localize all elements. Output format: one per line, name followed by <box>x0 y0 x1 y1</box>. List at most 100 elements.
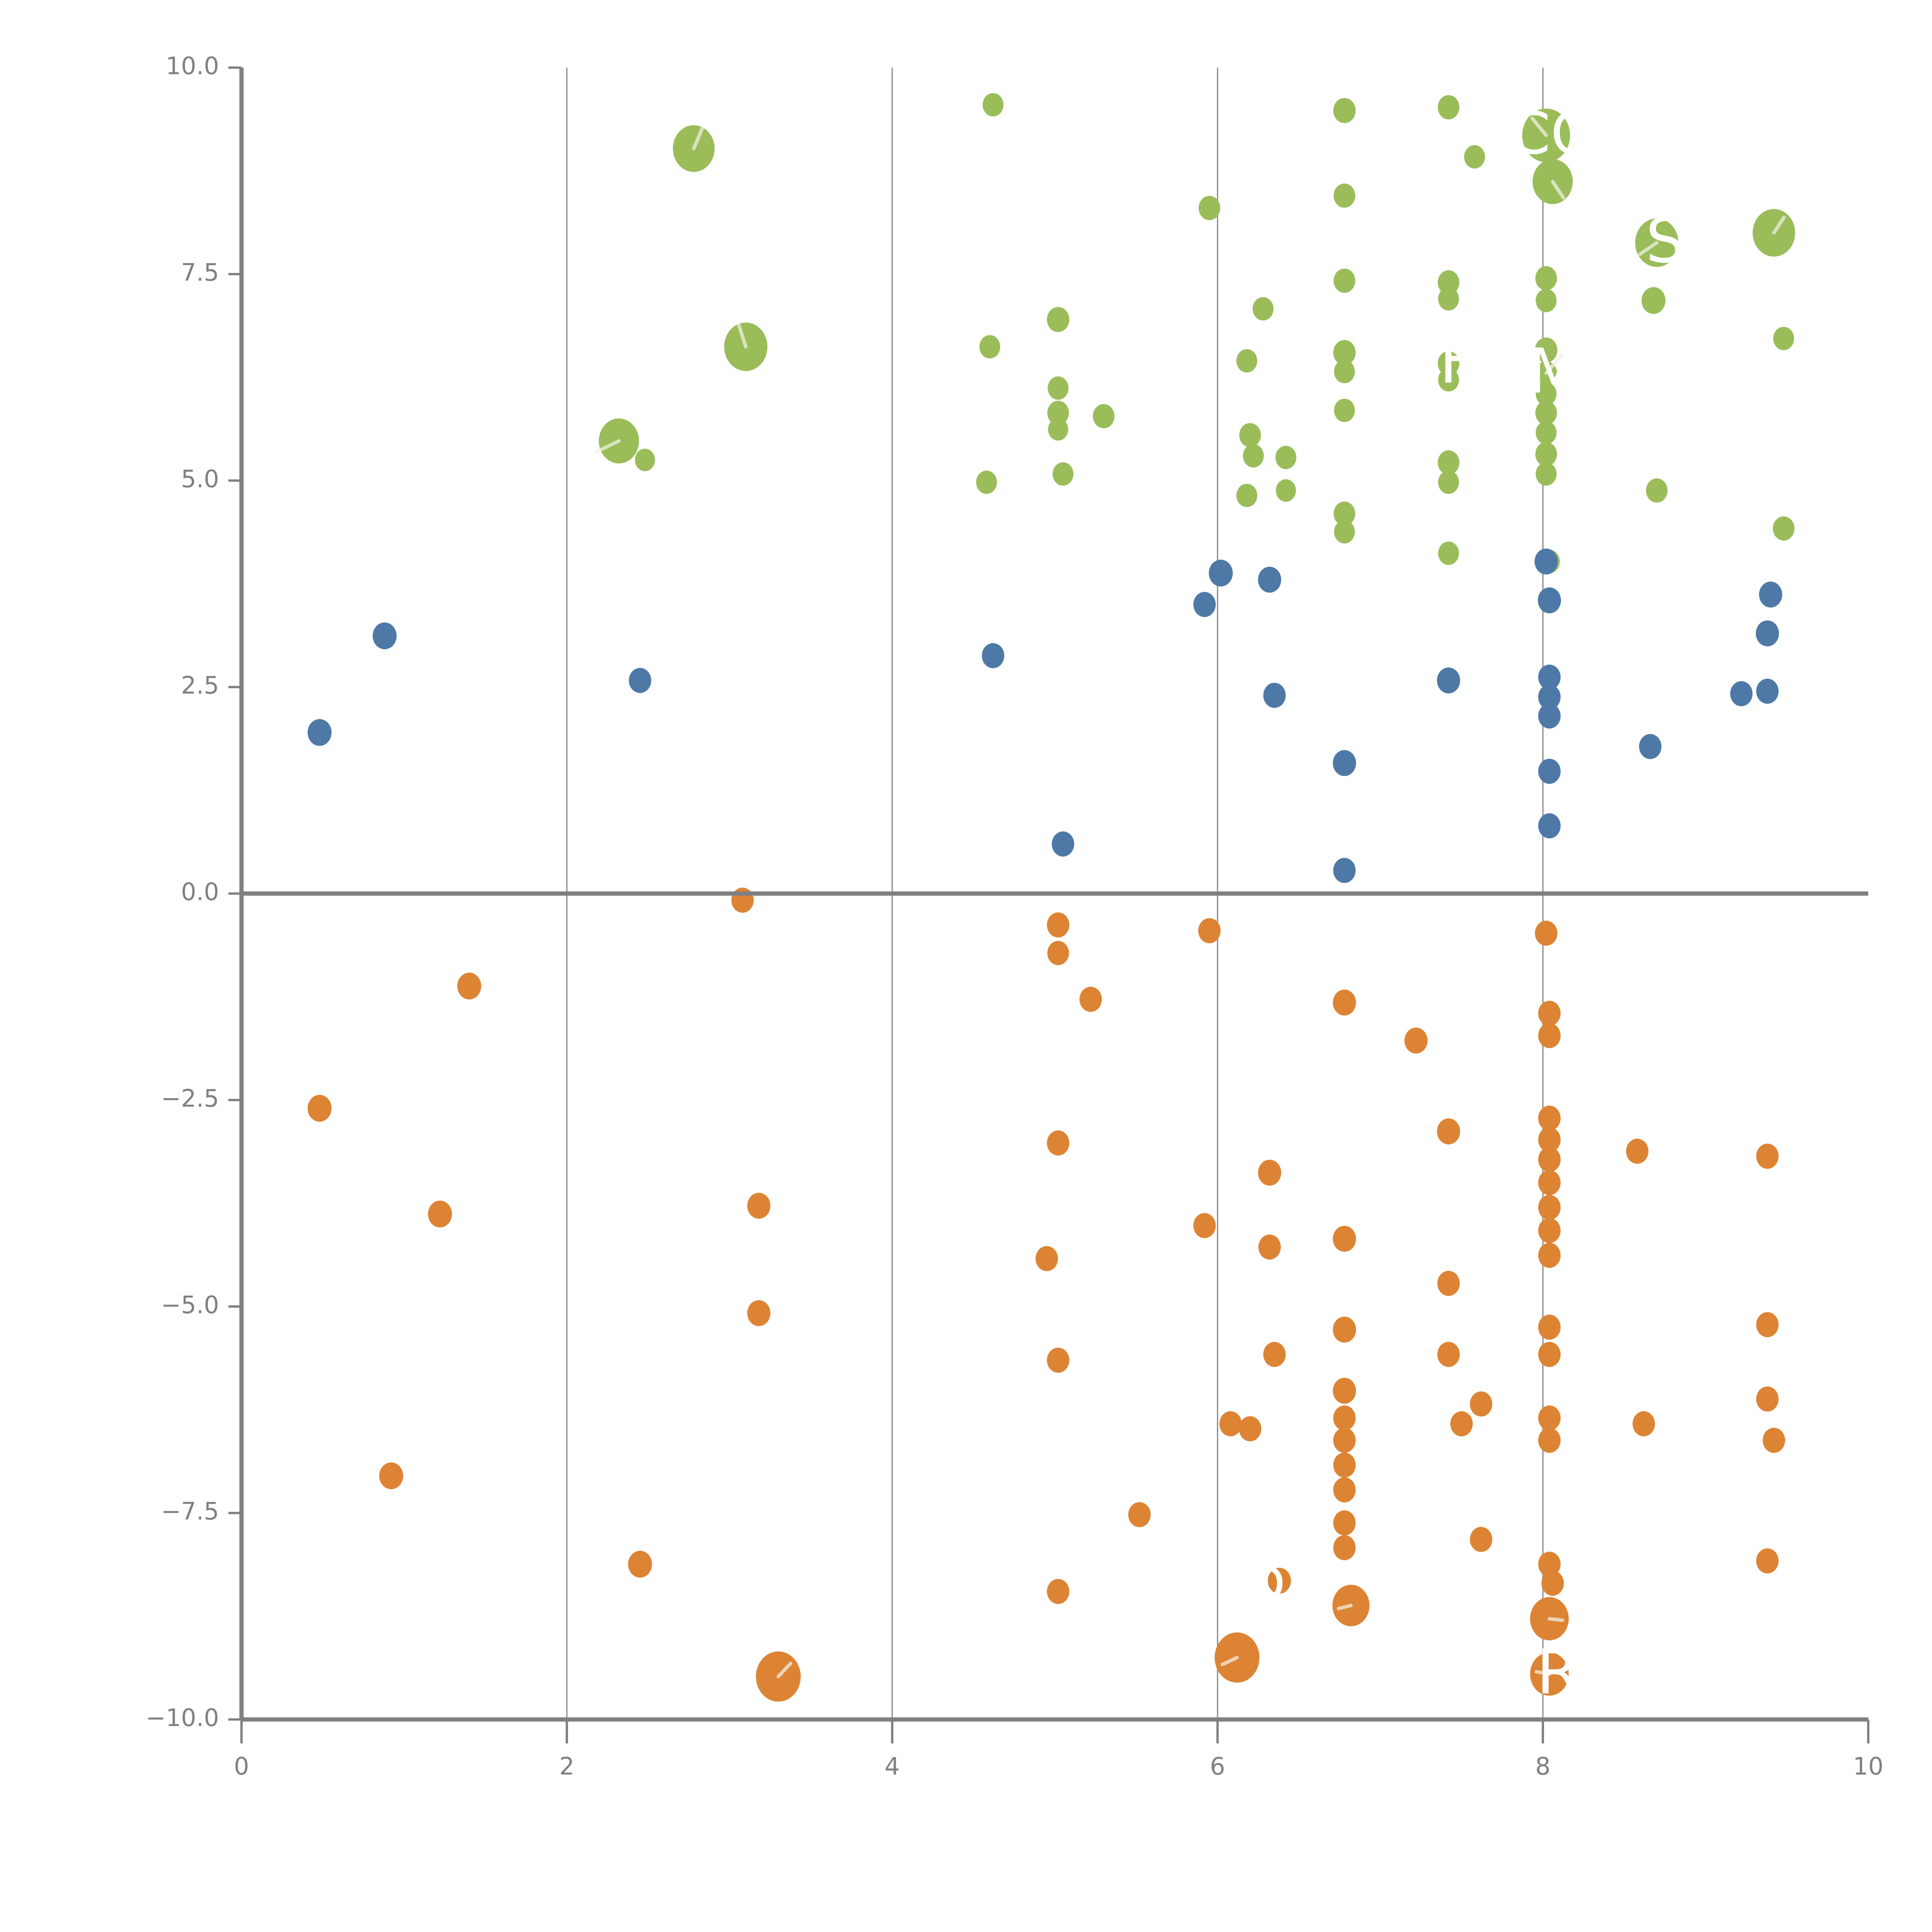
data-point-mid <box>1052 831 1075 857</box>
y-tick-label: 7.5 <box>181 258 219 286</box>
data-point-positive <box>1535 337 1558 363</box>
data-point-positive <box>1334 360 1355 383</box>
data-point-negative <box>731 888 754 913</box>
data-point-negative <box>1047 1579 1070 1604</box>
data-point-negative <box>1333 1452 1356 1478</box>
annotation-leader-line <box>1221 1656 1239 1667</box>
data-point-negative <box>1538 1243 1561 1268</box>
x-tick-label: 0 <box>234 1752 249 1780</box>
data-point-positive <box>1536 462 1557 486</box>
y-tick-label: 10.0 <box>166 52 219 80</box>
data-point-positive <box>1198 196 1220 220</box>
annotation-leader-line <box>1534 1670 1551 1676</box>
data-point-negative <box>1239 1416 1262 1442</box>
data-point-mid <box>1538 664 1561 690</box>
x-tick-label: 6 <box>1210 1752 1225 1780</box>
data-point-negative <box>1333 1405 1356 1431</box>
data-point-negative <box>1193 1213 1216 1238</box>
point-annotation-label: S <box>1646 204 1685 277</box>
data-point-negative <box>1437 1342 1460 1367</box>
data-point-negative <box>428 1201 452 1228</box>
data-point-positive <box>1535 442 1557 466</box>
data-point-mid <box>1730 681 1753 706</box>
data-point-positive <box>1438 368 1459 392</box>
data-point-negative <box>1333 1316 1356 1343</box>
data-point-positive <box>976 470 997 494</box>
data-point-negative <box>1263 1342 1286 1367</box>
data-point-negative <box>1198 918 1221 944</box>
data-point-negative <box>1756 1386 1779 1412</box>
data-point-positive <box>1333 269 1355 293</box>
data-point-negative <box>747 1300 770 1326</box>
data-point-negative <box>1538 1342 1561 1367</box>
data-point-positive <box>1646 478 1668 503</box>
data-point-negative <box>1538 1147 1561 1172</box>
y-tick-label: −5.0 <box>161 1291 219 1319</box>
data-point-positive <box>1334 520 1355 544</box>
data-point-positive <box>1048 418 1068 441</box>
data-point-mid <box>1263 683 1286 708</box>
data-point-mid <box>1538 703 1561 729</box>
data-point-mid <box>629 668 651 693</box>
data-point-negative <box>1538 1405 1561 1431</box>
data-point-negative <box>1079 986 1102 1012</box>
data-point-mid <box>1537 587 1561 614</box>
data-point-positive <box>979 335 1000 359</box>
data-point-negative <box>1535 920 1558 946</box>
point-annotation-label: M <box>1528 335 1581 407</box>
data-point-negative <box>1626 1138 1649 1164</box>
data-point-mid <box>1538 684 1561 710</box>
point-annotation-label: oh <box>1250 1546 1323 1613</box>
data-point-mid <box>1538 759 1561 784</box>
data-markers <box>308 93 1795 1702</box>
axis-tick-labels: 10.0 7.5 5.0 2.5 0.0 −2.5 −5.0 −7.5 −10.0 0 2 4 6 8 10 <box>146 52 1883 1780</box>
data-point-negative <box>747 1192 770 1219</box>
data-point-mid <box>1756 679 1779 704</box>
point-annotation-label: R <box>1536 1636 1579 1708</box>
data-point-negative <box>1538 1170 1561 1196</box>
data-point-positive <box>1333 183 1355 208</box>
data-point-mid <box>308 719 332 746</box>
data-point-positive <box>1333 98 1356 123</box>
data-point-negative <box>1538 1195 1561 1220</box>
data-point-negative <box>1258 1234 1281 1260</box>
data-point-mid <box>1333 750 1356 776</box>
data-point-negative <box>1047 1347 1070 1373</box>
data-point-negative <box>628 1551 652 1578</box>
data-point-mid <box>1333 858 1356 883</box>
x-tick-label: 10 <box>1853 1752 1884 1780</box>
data-point-positive <box>1236 483 1257 507</box>
data-point-positive <box>1239 423 1261 447</box>
data-point-negative <box>1633 1411 1655 1437</box>
data-point-positive <box>1276 479 1296 502</box>
data-point-negative <box>1404 1027 1428 1054</box>
data-point-negative <box>1333 1535 1356 1560</box>
data-point-positive <box>983 93 1004 117</box>
data-point-negative <box>1538 1105 1561 1131</box>
data-point-positive <box>1334 398 1355 422</box>
annotation-leader-line <box>1551 180 1565 200</box>
data-point-positive <box>1438 470 1459 494</box>
data-point-positive <box>1048 376 1069 400</box>
annotation-leader-line <box>692 126 704 150</box>
data-point-positive <box>1773 516 1795 541</box>
annotation-leader-line <box>1337 1604 1353 1611</box>
annotation-leader-line <box>1772 216 1786 235</box>
data-point-negative <box>1762 1428 1785 1453</box>
data-point-positive <box>1093 404 1115 429</box>
data-point-negative <box>379 1462 403 1490</box>
data-point-negative <box>1333 1226 1356 1252</box>
data-point-negative <box>308 1095 332 1122</box>
data-point-negative <box>1047 1130 1070 1156</box>
data-point-negative <box>1538 1428 1561 1453</box>
data-point-positive <box>1536 382 1557 406</box>
y-tick-label: 0.0 <box>181 878 219 906</box>
axis-ticks <box>228 66 1869 1743</box>
data-point-negative <box>1267 1568 1291 1594</box>
x-tick-label: 8 <box>1535 1752 1550 1780</box>
data-point-negative <box>1258 1160 1281 1186</box>
data-point-positive <box>1437 270 1459 295</box>
data-point-negative <box>1538 1315 1561 1340</box>
